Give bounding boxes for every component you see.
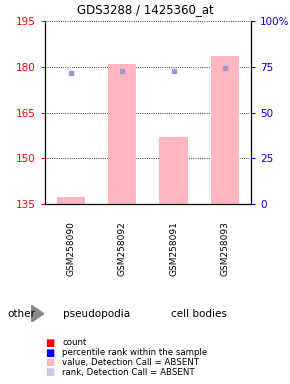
Bar <box>211 56 239 204</box>
Text: ■: ■ <box>45 348 54 358</box>
Text: ■: ■ <box>45 338 54 348</box>
Bar <box>160 137 188 204</box>
Polygon shape <box>31 305 44 322</box>
Bar <box>57 197 85 204</box>
Text: pseudopodia: pseudopodia <box>63 309 130 319</box>
Text: count: count <box>62 338 87 347</box>
Text: GDS3288 / 1425360_at: GDS3288 / 1425360_at <box>77 3 213 16</box>
Text: cell bodies: cell bodies <box>171 309 227 319</box>
Text: GSM258093: GSM258093 <box>221 221 230 276</box>
Text: ■: ■ <box>45 367 54 377</box>
Bar <box>108 64 136 204</box>
Text: rank, Detection Call = ABSENT: rank, Detection Call = ABSENT <box>62 368 195 377</box>
Text: ■: ■ <box>45 358 54 367</box>
Text: GSM258091: GSM258091 <box>169 221 178 276</box>
Text: percentile rank within the sample: percentile rank within the sample <box>62 348 208 357</box>
Text: GSM258090: GSM258090 <box>66 221 75 276</box>
Text: value, Detection Call = ABSENT: value, Detection Call = ABSENT <box>62 358 199 367</box>
Text: other: other <box>7 309 35 319</box>
Text: GSM258092: GSM258092 <box>118 221 127 276</box>
